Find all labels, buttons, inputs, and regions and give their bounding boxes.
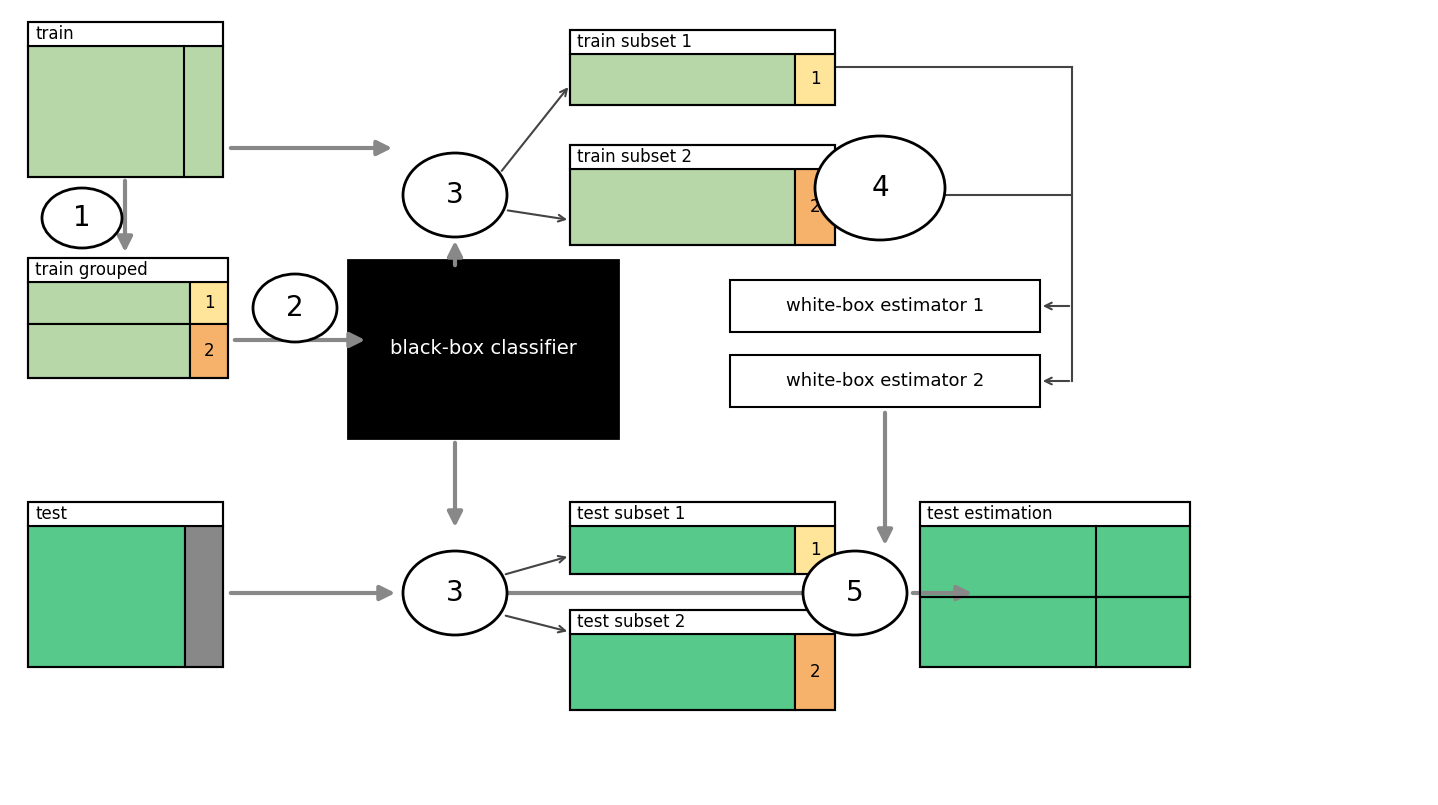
Text: 1: 1 [73,204,91,232]
Ellipse shape [253,274,336,342]
Bar [731,280,1040,332]
Text: 3: 3 [446,579,464,607]
Ellipse shape [403,153,508,237]
Text: white-box estimator 2: white-box estimator 2 [787,372,984,390]
Bar [190,282,229,324]
Bar [569,610,835,634]
Text: train subset 2: train subset 2 [577,148,692,166]
Text: train grouped: train grouped [35,261,148,279]
Ellipse shape [403,551,508,635]
Bar [569,30,835,105]
Text: test subset 1: test subset 1 [577,505,686,523]
Bar [569,169,795,245]
Bar [190,324,229,378]
Bar [348,260,618,438]
Bar [27,502,223,667]
Ellipse shape [802,551,907,635]
Text: test subset 2: test subset 2 [577,613,686,631]
Bar [27,502,223,526]
Bar [27,258,229,378]
Bar [731,355,1040,407]
Text: 2: 2 [204,342,214,360]
Bar [569,634,795,710]
Text: 2: 2 [810,198,820,216]
Bar [27,258,229,282]
Text: test estimation: test estimation [928,505,1053,523]
Bar [186,526,223,667]
Bar [27,22,223,177]
Ellipse shape [42,188,122,248]
Text: white-box estimator 1: white-box estimator 1 [787,297,984,315]
Bar [569,30,835,54]
Text: 1: 1 [810,71,820,89]
Bar [920,597,1191,667]
Bar [569,610,835,710]
Text: 5: 5 [846,579,864,607]
Bar [920,502,1191,667]
Text: 3: 3 [446,181,464,209]
Bar [569,502,835,574]
Text: train: train [35,25,73,43]
Text: 1: 1 [204,294,214,312]
Bar [569,526,795,574]
Bar [920,526,1191,597]
Bar [27,282,190,324]
Bar [27,46,223,177]
Bar [795,54,835,105]
Bar [795,169,835,245]
Bar [795,634,835,710]
Text: test: test [35,505,68,523]
Bar [569,54,795,105]
Bar [27,22,223,46]
Text: black-box classifier: black-box classifier [390,340,577,358]
Ellipse shape [815,136,945,240]
Bar [569,502,835,526]
Bar [569,145,835,245]
Bar [795,526,835,574]
Bar [27,526,186,667]
Bar [920,502,1191,526]
Text: 1: 1 [810,541,820,559]
Text: 2: 2 [810,663,820,681]
Text: train subset 1: train subset 1 [577,33,692,51]
Bar [569,145,835,169]
Text: 2: 2 [286,294,303,322]
Text: 4: 4 [871,174,889,202]
Bar [27,324,190,378]
